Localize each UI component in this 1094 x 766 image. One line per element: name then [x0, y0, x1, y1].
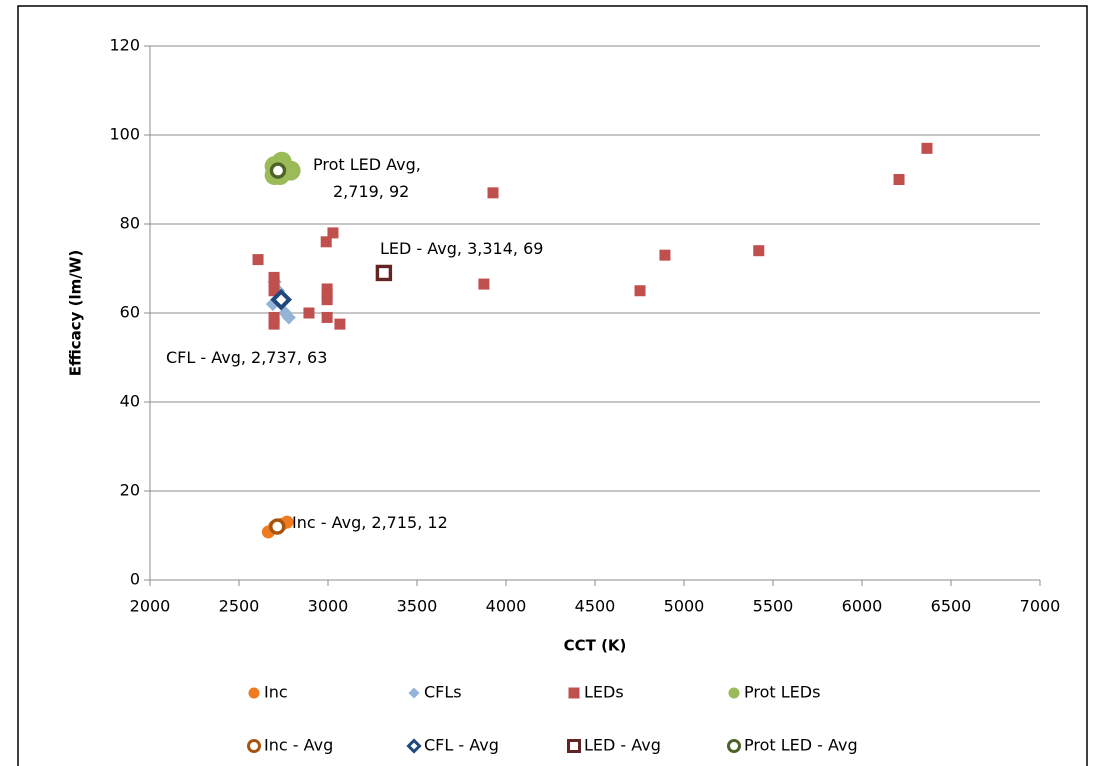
data-label-line: LED - Avg, 3,314, 69 [380, 239, 543, 258]
y-tick-label: 100 [109, 125, 140, 144]
data-point [303, 307, 315, 319]
legend-label: LED - Avg [584, 736, 661, 755]
legend-marker [406, 738, 422, 754]
data-label-line: Prot LED Avg, [313, 155, 421, 174]
data-point [281, 310, 296, 325]
data-label: Inc - Avg, 2,715, 12 [292, 513, 448, 532]
data-point [634, 285, 646, 297]
y-axis-title: Efficacy (lm/W) [67, 250, 85, 376]
y-tick-label: 120 [109, 36, 140, 55]
data-point [659, 249, 671, 261]
x-axis-title: CCT (K) [564, 637, 627, 655]
data-point [268, 276, 280, 288]
data-point [334, 318, 346, 330]
legend-label: CFLs [424, 683, 462, 702]
x-tick-label: 6000 [842, 597, 883, 616]
data-point [270, 288, 293, 311]
data-point [478, 278, 490, 290]
y-tick-label: 20 [120, 481, 140, 500]
data-point [327, 227, 339, 239]
data-point [320, 236, 332, 248]
x-tick-label: 3500 [397, 597, 438, 616]
y-tick-label: 0 [130, 570, 140, 589]
data-point [269, 162, 287, 179]
data-point [252, 254, 264, 266]
legend-marker [727, 739, 741, 753]
x-tick-label: 2000 [130, 597, 171, 616]
legend-marker [728, 687, 740, 699]
x-tick-label: 4500 [575, 597, 616, 616]
x-tick-label: 4000 [486, 597, 527, 616]
legend-label: Inc - Avg [264, 736, 333, 755]
legend-label: Prot LEDs [744, 683, 820, 702]
data-point [269, 518, 286, 535]
x-tick-label: 6500 [931, 597, 972, 616]
legend-label: CFL - Avg [424, 736, 499, 755]
y-tick-label: 60 [120, 303, 140, 322]
y-tick-label: 80 [120, 214, 140, 233]
legend-marker [568, 687, 580, 699]
chart-frame [17, 5, 1088, 766]
data-point [487, 187, 499, 199]
data-label-line: 2,719, 92 [333, 182, 409, 201]
legend-label: LEDs [584, 683, 624, 702]
legend-label: Inc [264, 683, 288, 702]
data-point [375, 264, 393, 282]
data-point [893, 174, 905, 185]
x-tick-label: 5000 [664, 597, 705, 616]
x-tick-label: 2500 [219, 597, 260, 616]
data-point [921, 142, 933, 154]
data-label: LED - Avg, 3,314, 69 [380, 239, 543, 258]
x-tick-label: 3000 [308, 597, 349, 616]
legend-marker [408, 687, 420, 699]
legend-marker [247, 739, 261, 753]
data-point [321, 311, 333, 323]
data-label: CFL - Avg, 2,737, 63 [166, 348, 327, 367]
data-point [321, 283, 333, 295]
x-tick-label: 7000 [1020, 597, 1061, 616]
legend-marker [248, 687, 260, 699]
data-label-line: Inc - Avg, 2,715, 12 [292, 513, 448, 532]
data-point [321, 294, 333, 306]
y-tick-label: 40 [120, 392, 140, 411]
data-point [268, 316, 280, 328]
legend-marker [567, 739, 581, 753]
data-point [753, 245, 765, 257]
data-label-line: CFL - Avg, 2,737, 63 [166, 348, 327, 367]
x-tick-label: 5500 [753, 597, 794, 616]
data-label: Prot LED Avg, 2,719, 92 [313, 155, 421, 201]
data-point [268, 285, 280, 297]
legend-label: Prot LED - Avg [744, 736, 858, 755]
